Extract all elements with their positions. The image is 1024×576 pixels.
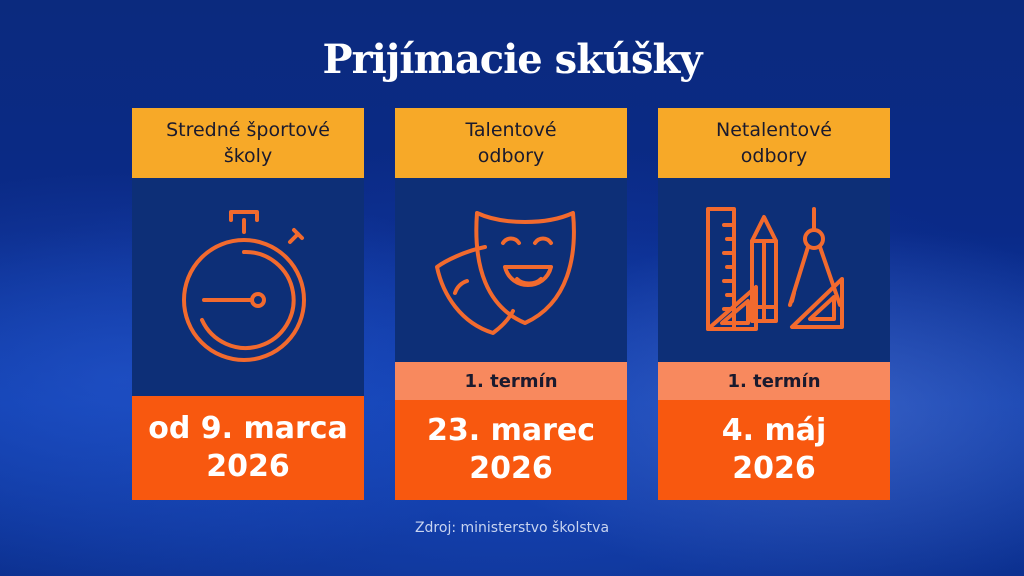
date-line1: od 9. marca <box>148 411 348 446</box>
icon-panel <box>132 178 364 396</box>
card-non-talent-fields: Netalentové odbory <box>658 108 890 500</box>
date-box: od 9. marca 2026 <box>132 396 364 500</box>
page-title: Prijímacie skúšky <box>322 36 703 83</box>
term-label: 1. termín <box>658 362 890 400</box>
term-label: 1. termín <box>395 362 627 400</box>
icon-panel <box>395 178 627 362</box>
date-line1: 23. marec <box>426 413 596 448</box>
card-sport-schools: Stredné športové školy od 9. marca 2026 <box>132 108 364 500</box>
card-header-line1: Stredné športové <box>166 119 330 141</box>
card-header-line2: školy <box>223 145 273 167</box>
theater-masks-icon <box>435 211 576 335</box>
card-talent-fields: Talentové odbory 1. termín 23. marec 202… <box>395 108 627 500</box>
card-header: Stredné športové školy <box>132 108 364 178</box>
card-header: Netalentové odbory <box>658 108 890 178</box>
drawing-tools-icon <box>706 207 844 331</box>
stopwatch-icon <box>182 210 306 362</box>
date-line2: 2026 <box>469 451 553 486</box>
date-box: 4. máj 2026 <box>658 400 890 500</box>
icon-panel <box>658 178 890 362</box>
source-note: Zdroj: ministerstvo školstva <box>414 520 610 536</box>
card-header-line2: odbory <box>740 145 808 167</box>
date-line2: 2026 <box>206 449 290 484</box>
card-header-line2: odbory <box>477 145 545 167</box>
card-header-line1: Netalentové <box>715 119 832 141</box>
date-line1: 4. máj <box>721 413 827 448</box>
date-line2: 2026 <box>732 451 816 486</box>
date-box: 23. marec 2026 <box>395 400 627 500</box>
card-header-line1: Talentové <box>465 119 557 141</box>
card-header: Talentové odbory <box>395 108 627 178</box>
